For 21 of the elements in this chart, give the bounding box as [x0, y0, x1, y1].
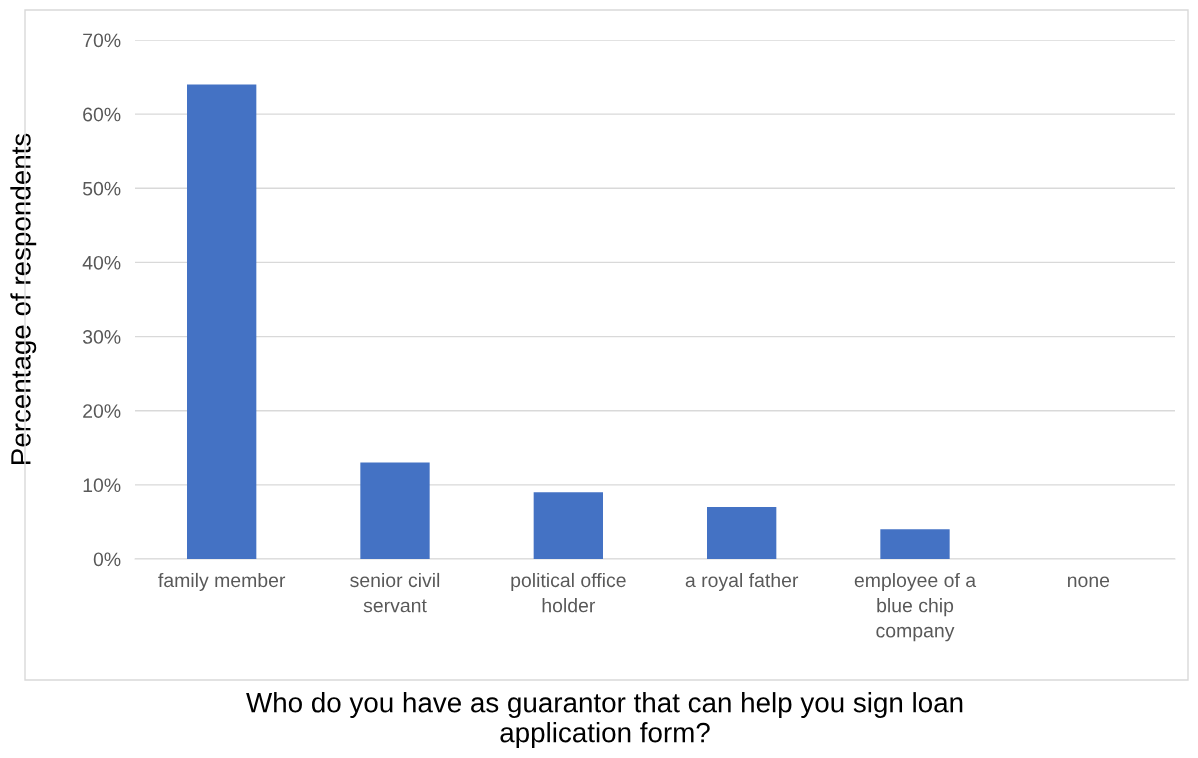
- y-tick-label: 50%: [82, 181, 121, 196]
- y-tick-label: 20%: [83, 404, 121, 418]
- x-tick-label: employee of a blue chip company: [854, 572, 977, 642]
- x-tick-label: family member: [158, 572, 286, 592]
- y-tick-label: 60%: [83, 107, 121, 122]
- y-axis-title: Percentage of respondents: [10, 133, 37, 464]
- y-tick-label: 30%: [82, 330, 121, 344]
- x-axis-title: Who do you have as guarantor that can help you sign loan application form?: [246, 692, 963, 748]
- y-tick-label: 70%: [83, 33, 121, 48]
- bar: [707, 507, 777, 559]
- bar: [880, 529, 950, 559]
- bar: [187, 84, 257, 559]
- x-tick-label: political office holder: [511, 572, 626, 613]
- x-tick-label: none: [1068, 576, 1110, 588]
- x-tick-label: a royal father: [685, 572, 799, 592]
- y-tick-label: 40%: [82, 255, 121, 270]
- y-tick-label: 0%: [93, 552, 121, 567]
- bar: [533, 492, 603, 559]
- y-tick-label: 10%: [83, 478, 121, 493]
- x-tick-label: senior civil servant: [350, 572, 440, 613]
- bar: [360, 462, 430, 559]
